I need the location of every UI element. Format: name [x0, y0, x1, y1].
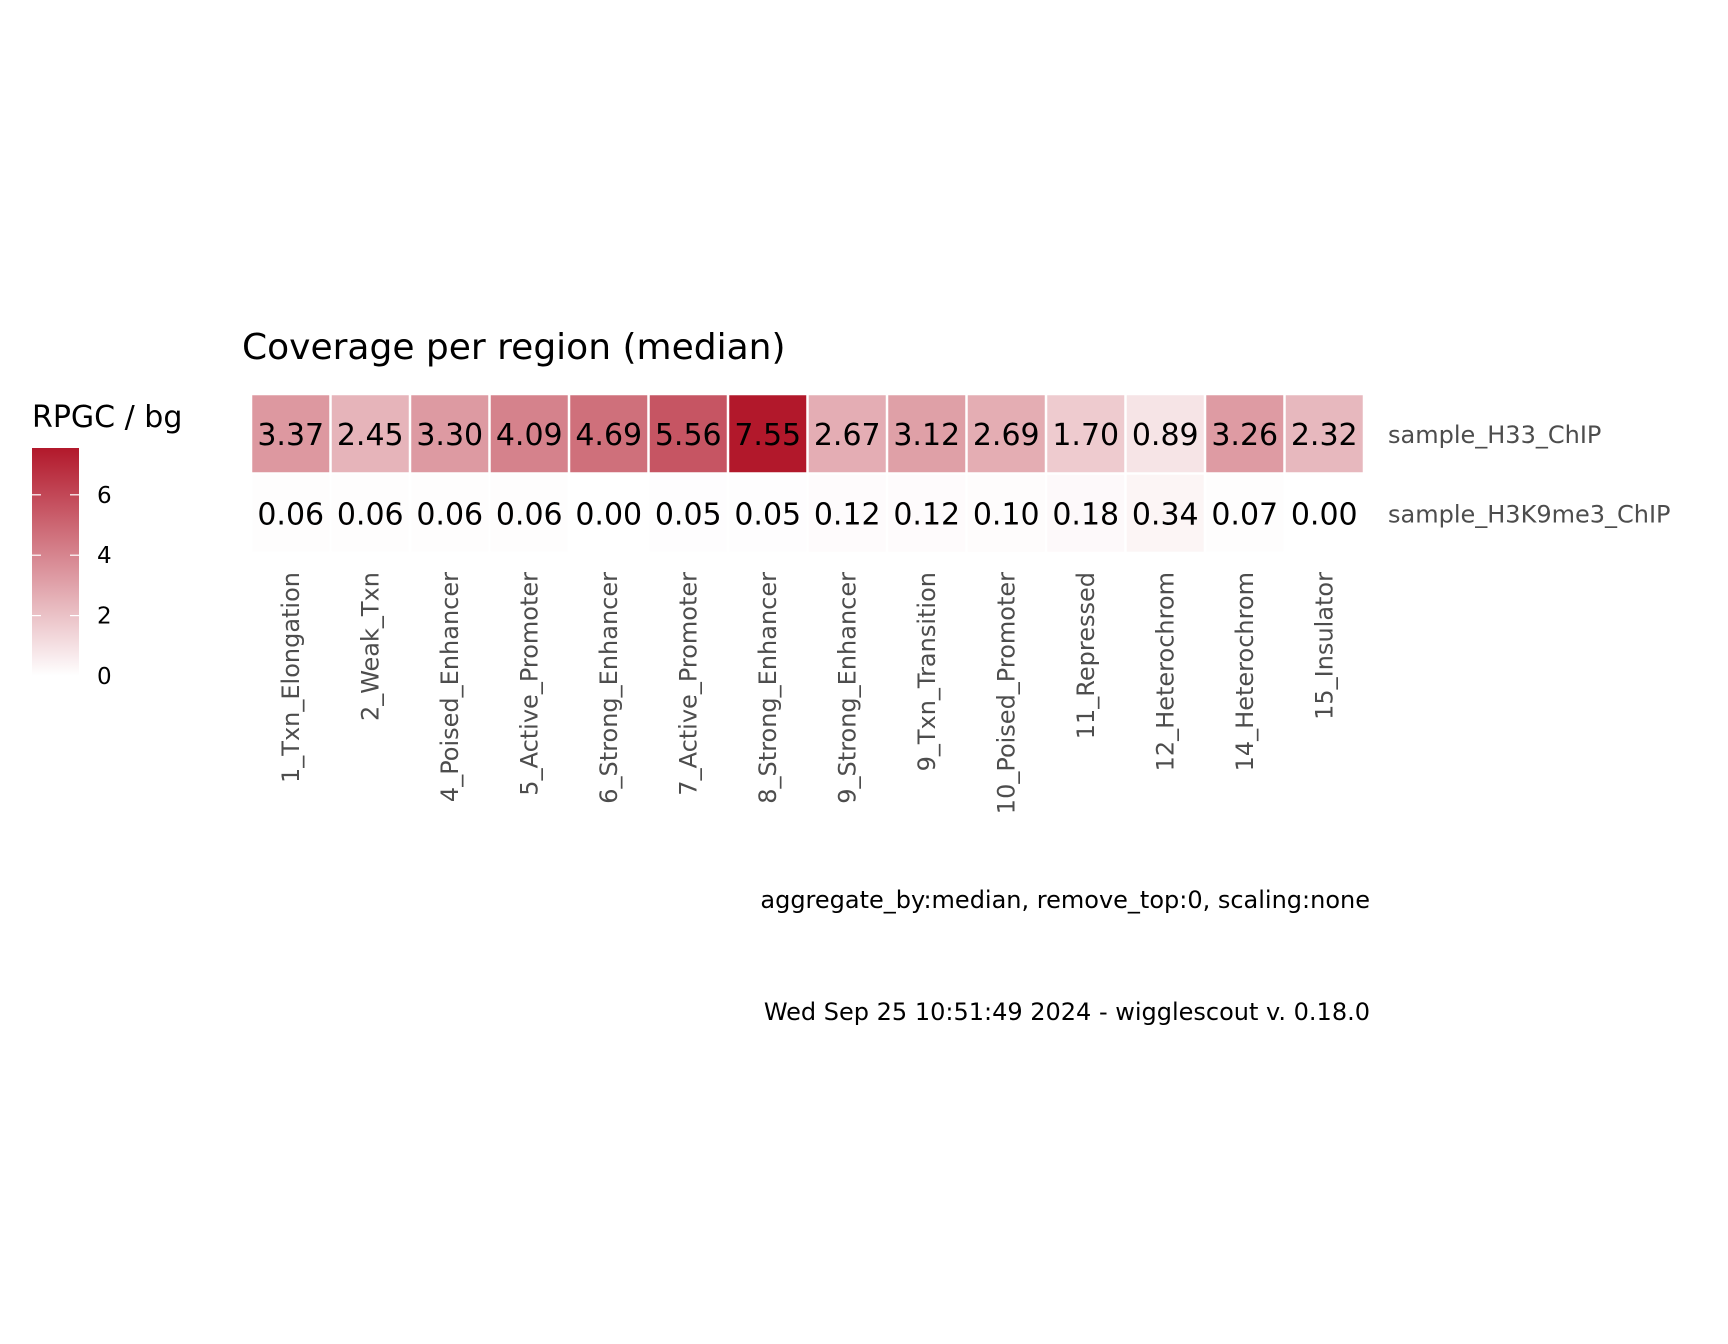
cell-value-label: 2.69	[973, 418, 1040, 453]
column-label: 9_Strong_Enhancer	[833, 572, 861, 804]
heatmap-cell	[649, 395, 727, 473]
legend-tick-label: 4	[97, 543, 112, 569]
cell-value-label: 4.09	[496, 418, 563, 453]
column-label: 12_Heterochrom	[1151, 572, 1179, 771]
heatmap-cell	[808, 474, 886, 552]
heatmap-cell	[729, 395, 807, 473]
legend-tick-label: 6	[97, 483, 112, 509]
heatmap-cell	[411, 395, 489, 473]
column-label: 1_Txn_Elongation	[277, 572, 305, 783]
heatmap-cell	[411, 474, 489, 552]
heatmap-cell	[1206, 474, 1284, 552]
heatmap-cell	[252, 395, 330, 473]
heatmap-cell	[490, 395, 568, 473]
column-label: 8_Strong_Enhancer	[754, 572, 782, 804]
row-labels: sample_H33_ChIP sample_H3K9me3_ChIP	[1388, 421, 1671, 529]
row-label: sample_H33_ChIP	[1388, 421, 1601, 449]
heatmap-cell	[1126, 474, 1204, 552]
cell-value-label: 2.32	[1291, 418, 1358, 453]
footer-caption: Wed Sep 25 10:51:49 2024 - wigglescout v…	[764, 998, 1370, 1026]
cell-value-label: 3.12	[893, 418, 960, 453]
cell-value-label: 3.37	[257, 418, 324, 453]
heatmap-cell	[1285, 474, 1363, 552]
cell-value-label: 0.12	[814, 497, 881, 532]
column-label: 6_Strong_Enhancer	[595, 572, 623, 804]
cell-value-label: 4.69	[575, 418, 642, 453]
heatmap-cell	[808, 395, 886, 473]
cell-value-label: 0.05	[655, 497, 722, 532]
cell-value-label: 0.06	[257, 497, 324, 532]
legend-ticks: 0 2 4 6	[32, 483, 112, 690]
column-label: 10_Poised_Promoter	[992, 572, 1020, 814]
heatmap-cell	[331, 474, 409, 552]
heatmap-cell	[331, 395, 409, 473]
heatmap-cell	[1206, 395, 1284, 473]
cell-value-label: 2.67	[814, 418, 881, 453]
cell-value-label: 0.06	[416, 497, 483, 532]
column-label: 11_Repressed	[1072, 572, 1100, 739]
cell-value-label: 0.00	[1291, 497, 1358, 532]
cell-value-label: 0.89	[1132, 418, 1199, 453]
cell-value-label: 1.70	[1052, 418, 1119, 453]
heatmap-cell	[888, 395, 966, 473]
legend-colorbar	[32, 448, 79, 676]
heatmap-cell	[1126, 395, 1204, 473]
heatmap-cell	[967, 395, 1045, 473]
legend-tick-label: 2	[97, 604, 112, 630]
heatmap-cell	[649, 474, 727, 552]
heatmap-cell	[967, 474, 1045, 552]
heatmap-cell	[570, 395, 648, 473]
column-label: 7_Active_Promoter	[674, 572, 702, 796]
heatmap-cell	[1285, 395, 1363, 473]
heatmap-cell	[252, 474, 330, 552]
column-label: 14_Heterochrom	[1231, 572, 1259, 771]
legend-title: RPGC / bg	[32, 400, 182, 435]
cell-value-label: 2.45	[337, 418, 404, 453]
heatmap-cell	[888, 474, 966, 552]
legend: RPGC / bg 0 2 4 6	[32, 400, 182, 690]
cell-value-label: 0.34	[1132, 497, 1199, 532]
cell-value-label: 3.30	[416, 418, 483, 453]
column-label: 9_Txn_Transition	[913, 572, 941, 771]
heatmap-cell	[729, 474, 807, 552]
heatmap-cells: 3.37 2.45 3.30 4.09 4.69 5.56 7.55 2.67 3.12 2.69…	[252, 395, 1363, 552]
heatmap-cell	[1047, 474, 1125, 552]
cell-value-label: 0.07	[1211, 497, 1278, 532]
cell-value-label: 0.18	[1052, 497, 1119, 532]
cell-value-label: 0.12	[893, 497, 960, 532]
cell-value-label: 3.26	[1211, 418, 1278, 453]
heatmap-cell	[570, 474, 648, 552]
cell-value-label: 0.00	[575, 497, 642, 532]
column-labels: 1_Txn_Elongation 2_Weak_Txn 4_Poised_Enhan…	[277, 572, 1339, 814]
column-label: 2_Weak_Txn	[356, 572, 384, 721]
cell-value-label: 0.06	[337, 497, 404, 532]
heatmap-cell	[490, 474, 568, 552]
chart-title: Coverage per region (median)	[242, 327, 786, 368]
legend-tick-label: 0	[97, 664, 112, 690]
params-caption: aggregate_by:median, remove_top:0, scali…	[760, 886, 1370, 914]
cell-value-label: 7.55	[734, 418, 801, 453]
column-label: 15_Insulator	[1310, 572, 1338, 720]
cell-value-label: 0.06	[496, 497, 563, 532]
heatmap-cell	[1047, 395, 1125, 473]
cell-value-label: 5.56	[655, 418, 722, 453]
cell-value-label: 0.05	[734, 497, 801, 532]
row-label: sample_H3K9me3_ChIP	[1388, 500, 1671, 528]
column-label: 5_Active_Promoter	[515, 572, 543, 796]
column-label: 4_Poised_Enhancer	[436, 572, 464, 802]
cell-value-label: 0.10	[973, 497, 1040, 532]
